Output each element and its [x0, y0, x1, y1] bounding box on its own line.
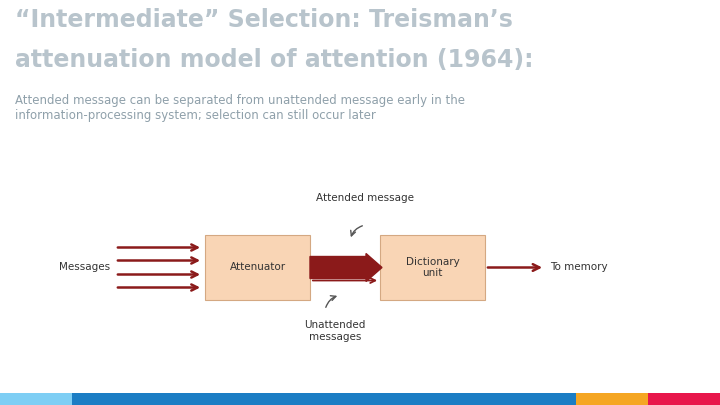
- Text: To memory: To memory: [550, 262, 608, 273]
- Bar: [576, 393, 648, 405]
- Text: Dictionary
unit: Dictionary unit: [405, 257, 459, 278]
- Text: attenuation model of attention (1964):: attenuation model of attention (1964):: [15, 48, 534, 72]
- FancyBboxPatch shape: [380, 235, 485, 300]
- Text: Unattended
messages: Unattended messages: [305, 320, 366, 342]
- Text: information-processing system; selection can still occur later: information-processing system; selection…: [15, 109, 376, 122]
- FancyArrow shape: [310, 254, 382, 281]
- Bar: [648, 393, 720, 405]
- Text: Attenuator: Attenuator: [230, 262, 286, 273]
- Bar: [0, 393, 72, 405]
- Text: Attended message can be separated from unattended message early in the: Attended message can be separated from u…: [15, 94, 465, 107]
- FancyBboxPatch shape: [205, 235, 310, 300]
- Text: Messages: Messages: [59, 262, 110, 273]
- Text: Attended message: Attended message: [316, 193, 414, 203]
- Bar: [72, 393, 576, 405]
- Text: “Intermediate” Selection: Treisman’s: “Intermediate” Selection: Treisman’s: [15, 8, 513, 32]
